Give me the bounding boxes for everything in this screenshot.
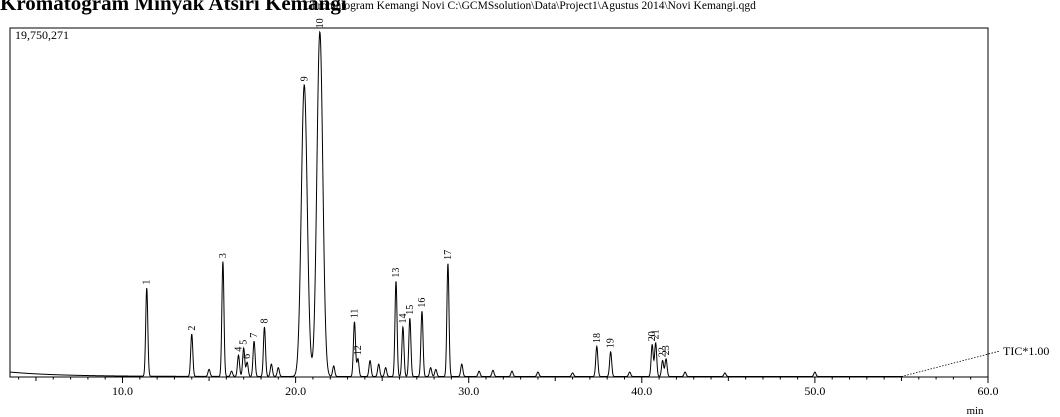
peak-label: 10 [315, 18, 326, 28]
peak-label: 17 [443, 250, 454, 260]
peak-label: 3 [218, 253, 229, 258]
peak-label: 19 [606, 338, 617, 348]
axes [9, 27, 989, 378]
peak-label: 14 [398, 314, 409, 324]
x-axis-label: min [966, 405, 984, 417]
peak-label: 23 [661, 345, 672, 355]
x-tick-label: 10.0 [112, 384, 133, 398]
y-max-label: 19,750,271 [15, 28, 69, 42]
peak-label: 16 [417, 298, 428, 308]
peak-label: 13 [391, 268, 402, 278]
signal-layer [9, 30, 1001, 377]
tic-leader-line [901, 350, 1001, 377]
series-label: TIC*1.00 [1003, 344, 1049, 358]
document-heading-fragment: Kromatogram Minyak Atsiri Kemangi [0, 0, 347, 15]
x-tick-label: 60.0 [978, 384, 999, 398]
x-tick-label: 50.0 [804, 384, 825, 398]
x-tick-label: 30.0 [458, 384, 479, 398]
x-ticks: 10.0 20.0 30.0 40.0 50.0 60.0 [18, 377, 999, 398]
tic-trace [9, 30, 902, 377]
plot-frame [9, 27, 989, 378]
peak-label: 18 [592, 333, 603, 343]
peak-label: 9 [299, 76, 310, 81]
peak-label: 12 [353, 345, 364, 355]
peak-label: 20 [647, 331, 658, 341]
peak-label: 15 [405, 305, 416, 315]
peak-label: 1 [142, 280, 153, 285]
chart-title: Chromatogram Kemangi Novi C:\GCMSsolutio… [304, 0, 756, 12]
peak-label: 7 [249, 333, 260, 338]
peak-label: 22 [658, 347, 669, 357]
peak-label: 6 [242, 354, 253, 359]
x-tick-label: 40.0 [631, 384, 652, 398]
peak-label: 4 [234, 347, 245, 352]
peak-label: 5 [239, 340, 250, 345]
x-tick-label: 20.0 [285, 384, 306, 398]
peak-label: 8 [260, 319, 271, 324]
peak-label: 2 [187, 326, 198, 331]
peak-label: 11 [350, 309, 361, 319]
peak-label: 21 [651, 329, 662, 339]
